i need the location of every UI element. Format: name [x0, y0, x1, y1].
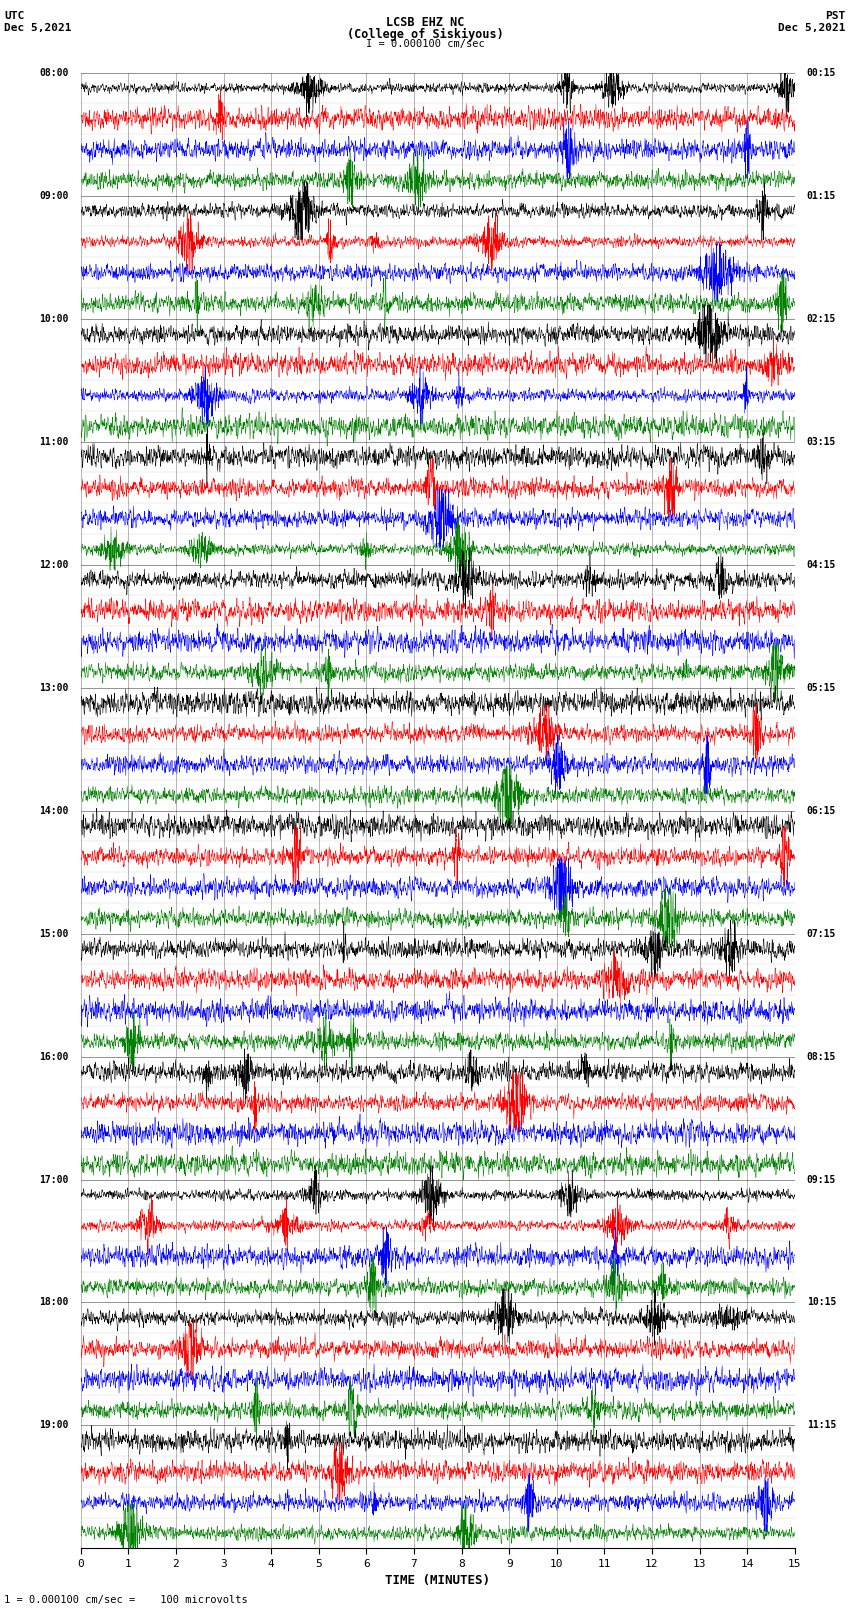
- Text: (College of Siskiyous): (College of Siskiyous): [347, 27, 503, 40]
- Text: 10:15: 10:15: [807, 1297, 836, 1308]
- Text: 15:00: 15:00: [39, 929, 69, 939]
- Text: 08:15: 08:15: [807, 1052, 836, 1061]
- Text: 02:15: 02:15: [807, 313, 836, 324]
- Text: Dec 5,2021: Dec 5,2021: [4, 23, 71, 32]
- Text: PST: PST: [825, 11, 846, 21]
- Text: 19:00: 19:00: [39, 1421, 69, 1431]
- Text: 18:00: 18:00: [39, 1297, 69, 1308]
- Text: 06:15: 06:15: [807, 805, 836, 816]
- Text: 00:15: 00:15: [807, 68, 836, 77]
- Text: 09:00: 09:00: [39, 190, 69, 200]
- Text: 11:00: 11:00: [39, 437, 69, 447]
- Text: 09:15: 09:15: [807, 1174, 836, 1184]
- Text: 1 = 0.000100 cm/sec =    100 microvolts: 1 = 0.000100 cm/sec = 100 microvolts: [4, 1595, 248, 1605]
- Text: 04:15: 04:15: [807, 560, 836, 569]
- Text: 05:15: 05:15: [807, 682, 836, 692]
- Text: 01:15: 01:15: [807, 190, 836, 200]
- Text: 03:15: 03:15: [807, 437, 836, 447]
- Text: 14:00: 14:00: [39, 805, 69, 816]
- Text: 11:15: 11:15: [807, 1421, 836, 1431]
- Text: 08:00: 08:00: [39, 68, 69, 77]
- Text: 07:15: 07:15: [807, 929, 836, 939]
- Text: 17:00: 17:00: [39, 1174, 69, 1184]
- Text: 10:00: 10:00: [39, 313, 69, 324]
- Text: 12:00: 12:00: [39, 560, 69, 569]
- Text: 16:00: 16:00: [39, 1052, 69, 1061]
- X-axis label: TIME (MINUTES): TIME (MINUTES): [385, 1574, 490, 1587]
- Text: 13:00: 13:00: [39, 682, 69, 692]
- Text: LCSB EHZ NC: LCSB EHZ NC: [386, 16, 464, 29]
- Text: Dec 5,2021: Dec 5,2021: [779, 23, 846, 32]
- Text: I = 0.000100 cm/sec: I = 0.000100 cm/sec: [366, 39, 484, 48]
- Text: UTC: UTC: [4, 11, 25, 21]
